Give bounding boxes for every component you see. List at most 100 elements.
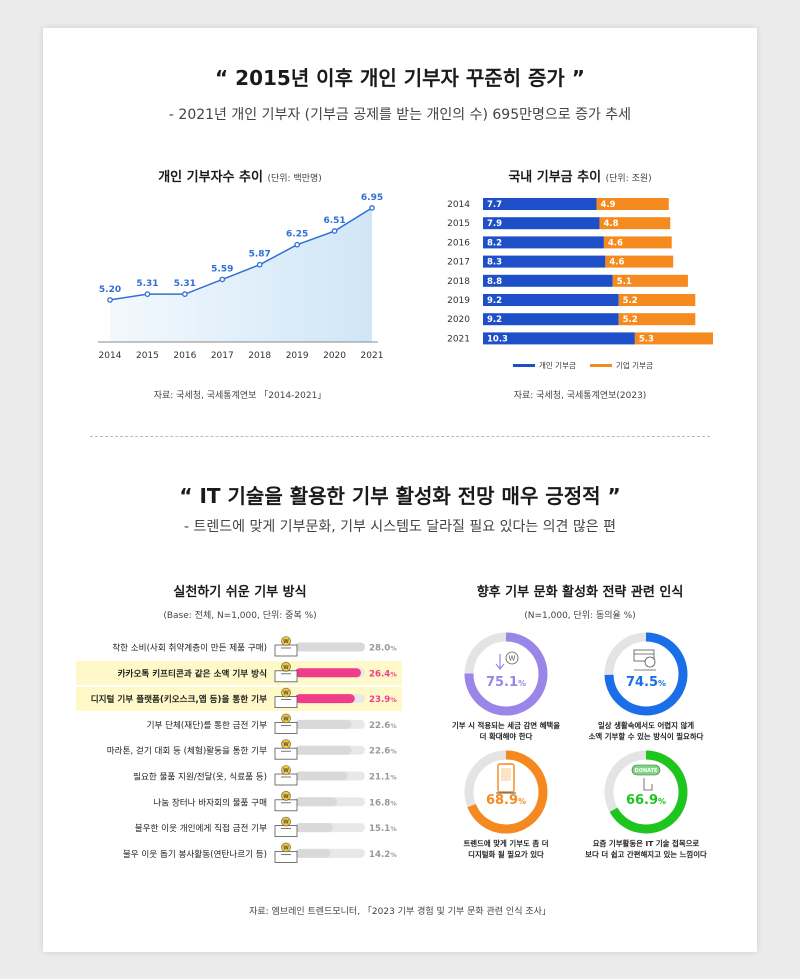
chart4-value-label: 68.9% xyxy=(486,793,526,808)
chart2-data-label: 8.8 xyxy=(487,277,502,287)
chart3-category-label: 착한 소비(사회 취약계층이 만든 제품 구매) xyxy=(112,642,267,654)
donation-box-icon: W xyxy=(274,816,298,838)
chart3-icon-letter: W xyxy=(283,665,289,671)
donation-box-icon: W xyxy=(274,713,298,734)
chart2-y-tick: 2017 xyxy=(447,258,470,268)
chart4-caption-line: 디지털화 될 필요가 있다 xyxy=(468,850,544,859)
chart2-bar-corporate xyxy=(618,294,696,306)
chart3-bar xyxy=(295,745,352,755)
infographic-card xyxy=(43,28,757,952)
chart1-area-fill xyxy=(110,207,372,342)
section2-subline: - 트렌드에 맞게 기부문화, 기부 시스템도 달라질 필요 있다는 의견 많은… xyxy=(184,519,616,535)
chart2-data-label: 5.2 xyxy=(623,315,638,325)
chart3-value-label: 22.6% xyxy=(369,747,397,757)
chart3-icon-letter: W xyxy=(283,794,289,800)
chart1-area-svg: 5.20 2014 5.31 2015 5.31 2016 5.59 2017 5.87 2018… xyxy=(98,193,383,361)
chart2-bar-personal xyxy=(483,294,619,306)
chart2-bar-personal xyxy=(483,236,604,249)
chart3-value-label: 16.8% xyxy=(369,798,397,808)
chart1-series-line xyxy=(109,207,373,301)
chart2-y-tick: 2019 xyxy=(447,296,470,306)
chart4-caption-line: 일상 생활속에서도 어렵지 않게 xyxy=(598,721,694,730)
chart3-icon-letter: W xyxy=(283,845,289,851)
chart4-donut-slice xyxy=(604,632,688,716)
chart3-bar xyxy=(295,719,352,729)
chart2-data-label: 5.1 xyxy=(617,277,632,287)
chart3-category-label: 불우 이웃 돕기 봉사활동(연탄나르기 등) xyxy=(123,848,267,860)
chart1-point xyxy=(256,261,263,268)
chart3-value-label: 28.0% xyxy=(369,644,397,654)
chart1-point xyxy=(369,205,375,211)
chart1-data-label: 5.20 xyxy=(99,285,121,295)
chart4-caption-line: 소액 기부할 수 있는 방식이 필요하다 xyxy=(589,732,704,741)
chart2-y-tick: 2016 xyxy=(447,238,470,248)
chart2-y-tick: 2021 xyxy=(447,334,470,344)
chart2-unit: (단위: 조원) xyxy=(605,174,652,184)
chart1-point xyxy=(182,291,188,297)
chart3-title: 실천하기 쉬운 기부 방식 xyxy=(173,585,307,600)
chart2-bar-corporate xyxy=(612,274,688,287)
chart2-bar-corporate xyxy=(603,236,672,249)
chart2-legend-swatch xyxy=(590,364,612,367)
chart1-data-label: 6.95 xyxy=(361,193,383,203)
chart4-donut-slice xyxy=(464,750,548,834)
chart1-x-tick: 2020 xyxy=(323,351,346,361)
chart2-bar-personal xyxy=(483,274,613,287)
chart1-data-label: 6.25 xyxy=(286,230,308,240)
chart2-title-row: 국내 기부금 추이 (단위: 조원) xyxy=(430,166,730,185)
chart4-value-label: 74.5% xyxy=(626,675,666,690)
chart1-point xyxy=(294,241,300,248)
chart2-data-label: 5.2 xyxy=(623,296,638,306)
chart1-point xyxy=(331,228,338,234)
chart2-bar-corporate xyxy=(634,332,713,345)
chart2-data-label: 7.9 xyxy=(487,219,502,229)
chart1-data-label: 5.31 xyxy=(174,279,196,289)
section1-subline: - 2021년 개인 기부자 (기부금 공제를 받는 개인의 수) 695만명으… xyxy=(168,107,632,123)
chart3-value-label: 21.1% xyxy=(369,773,397,783)
chart3-bar xyxy=(295,848,331,858)
chart3-bar xyxy=(295,771,348,781)
donation-box-icon: W xyxy=(274,739,298,760)
chart3-category-label: 마라톤, 걷기 대회 등 (체험)활동을 통한 기부 xyxy=(107,745,267,757)
chart4-icon-text: DONATE xyxy=(635,768,658,774)
chart1-data-label: 5.59 xyxy=(211,264,233,274)
chart2-y-tick: 2014 xyxy=(447,200,470,210)
coin-drop-icon: W xyxy=(495,651,519,670)
chart2-y-tick: 2018 xyxy=(447,277,470,287)
chart3-value-label: 26.4% xyxy=(369,669,397,679)
donation-box-icon: W xyxy=(274,661,298,683)
chart2-data-label: 4.6 xyxy=(608,238,623,248)
chart1-x-tick: 2015 xyxy=(136,351,159,361)
chart4-caption-line: 더 확대해야 한다 xyxy=(480,732,533,741)
chart3-bar xyxy=(295,797,337,807)
chart2-y-tick: 2015 xyxy=(447,219,470,229)
chart2-bar-corporate xyxy=(599,217,671,230)
chart3-bar xyxy=(295,823,333,833)
section-divider xyxy=(90,436,710,437)
chart4-donut: W 75.1% xyxy=(464,632,548,716)
chart3-icon-letter: W xyxy=(283,639,289,645)
chart3-icon-letter: W xyxy=(283,820,289,826)
chart4-title: 향후 기부 문화 활성화 전략 관련 인식 xyxy=(476,585,684,600)
chart1-unit: (단위: 백만명) xyxy=(267,174,322,184)
chart2-data-label: 10.3 xyxy=(487,334,508,344)
chart2-legend-swatch xyxy=(513,364,535,367)
chart2-data-label: 5.3 xyxy=(639,334,654,344)
chart2-data-label: 8.3 xyxy=(487,258,502,268)
chart3-category-label: 디지털 기부 플랫폼(키오스크,앱 등)을 통한 기부 xyxy=(91,693,267,705)
donation-box-icon: W xyxy=(274,687,298,708)
chart3-value-label: 14.2% xyxy=(369,850,397,860)
chart3-value-label: 22.6% xyxy=(369,721,397,731)
chart3-value-label: 23.9% xyxy=(369,695,397,705)
donation-box-icon: W xyxy=(274,765,298,786)
kiosk-icon xyxy=(496,763,516,794)
chart1-point xyxy=(144,291,151,297)
chart2-bar-personal xyxy=(483,255,606,268)
chart1-data-label: 5.87 xyxy=(249,250,271,260)
svg-text:W: W xyxy=(509,655,516,663)
chart4-donut: DONATE 66.9% xyxy=(604,750,688,834)
chart3-category-label: 나눔 장터나 바자회의 물품 구매 xyxy=(153,797,267,808)
chart1-x-tick: 2016 xyxy=(173,351,196,361)
chart3-icon-letter: W xyxy=(283,691,289,697)
